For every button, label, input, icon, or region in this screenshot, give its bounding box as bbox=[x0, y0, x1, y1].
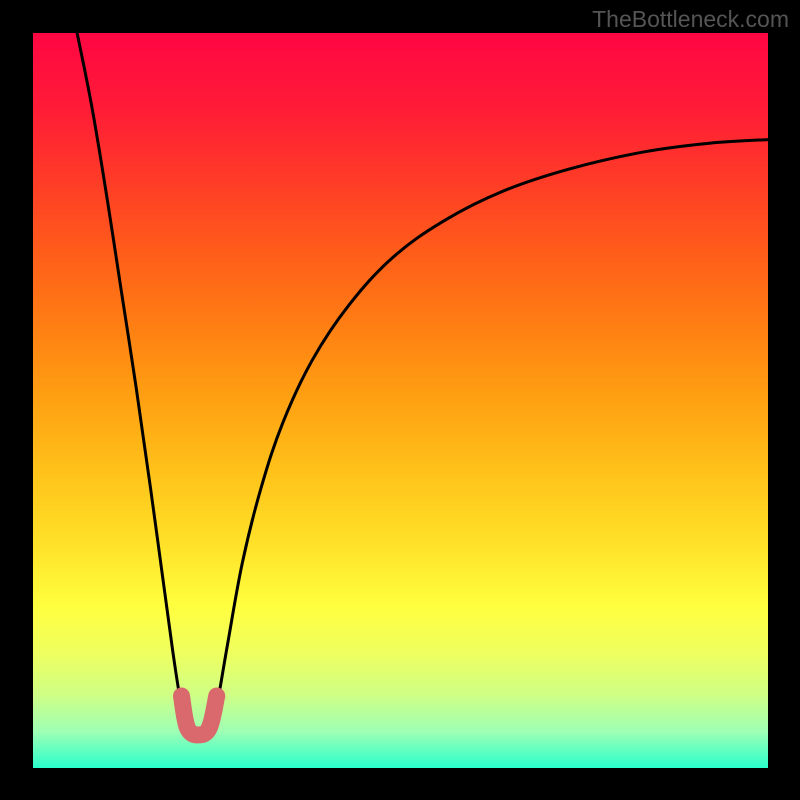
plot-area bbox=[33, 33, 768, 768]
bottleneck-curve bbox=[77, 33, 768, 737]
curve-svg bbox=[33, 33, 768, 768]
attribution-text: TheBottleneck.com bbox=[592, 6, 789, 33]
valley-marker bbox=[181, 696, 216, 735]
